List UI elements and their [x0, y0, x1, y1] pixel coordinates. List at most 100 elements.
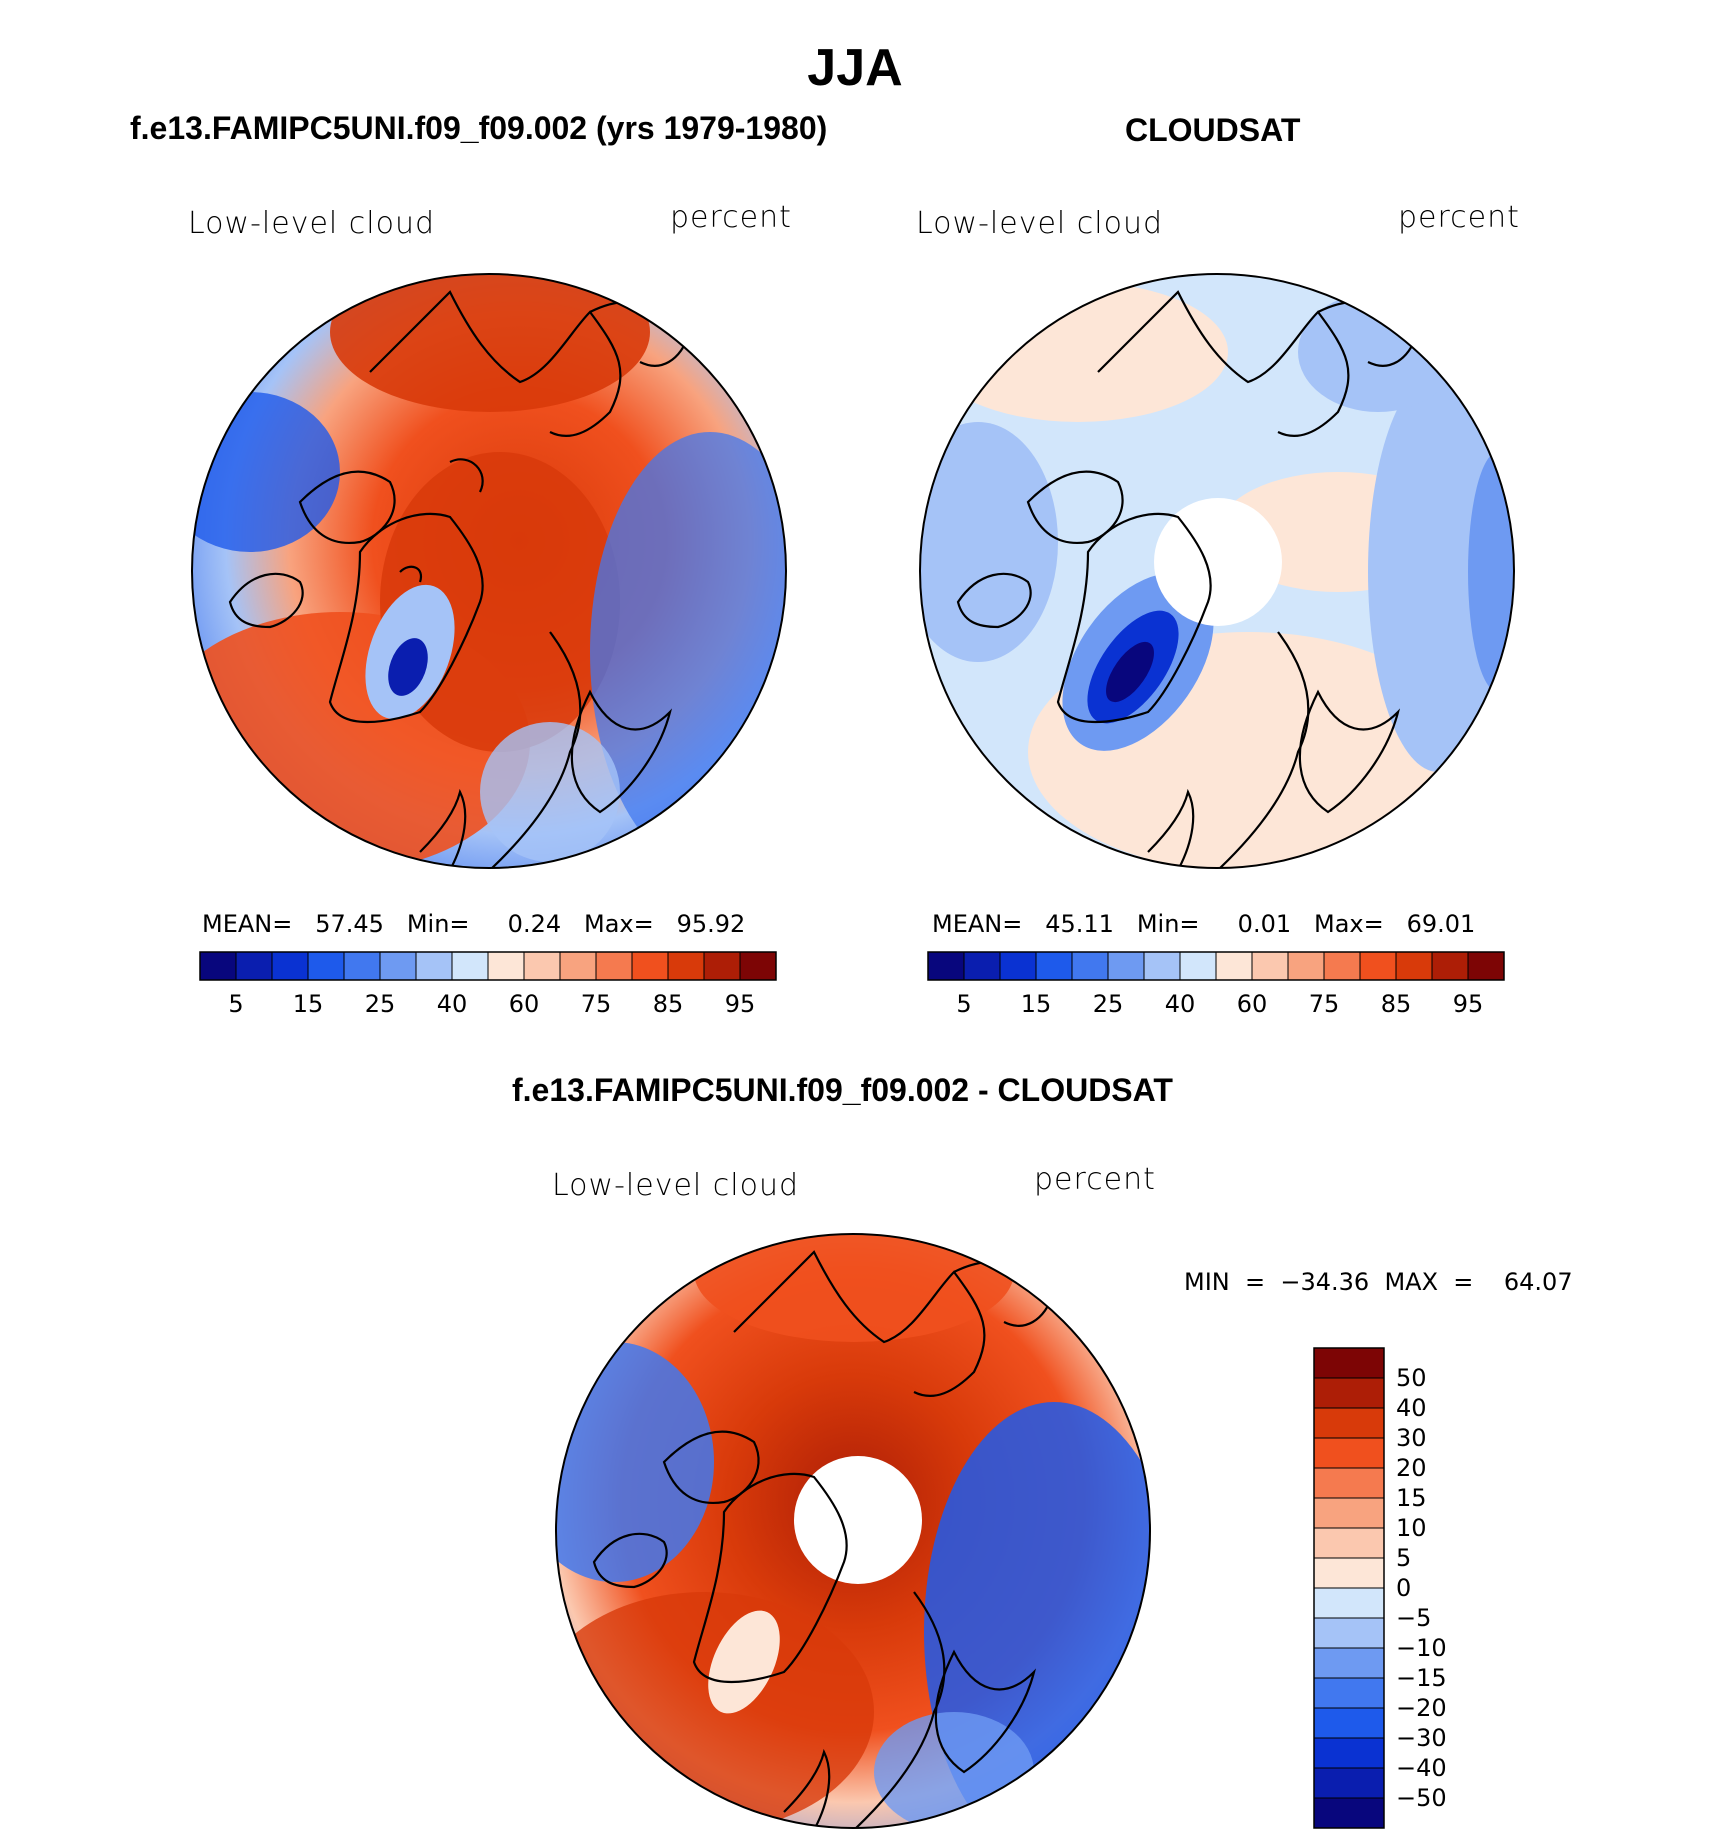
colorbar-swatch: [451, 951, 489, 981]
colorbar-swatch: [963, 951, 1001, 981]
colorbar-swatch: [1035, 951, 1073, 981]
colorbar-tick-label: 85: [1380, 990, 1412, 1018]
colorbar-swatch: [1313, 1497, 1385, 1529]
colorbar-swatch: [1313, 1527, 1385, 1559]
diff-colorbar: [1313, 1347, 1385, 1829]
colorbar-tick-label: 60: [508, 990, 540, 1018]
model-variable-label: Low-level cloud: [188, 206, 436, 241]
model-colorbar-ticks: 5 15 25 40 60 75 85 95: [200, 990, 776, 1020]
colorbar-swatch: [1071, 951, 1109, 981]
colorbar-tick-label: 50: [1396, 1364, 1427, 1392]
colorbar-swatch: [307, 951, 345, 981]
obs-polar-map: [919, 273, 1515, 869]
colorbar-tick-label: −20: [1396, 1694, 1447, 1722]
colorbar-swatch: [739, 951, 777, 981]
colorbar-tick-label: 40: [436, 990, 468, 1018]
colorbar-tick-label: −10: [1396, 1634, 1447, 1662]
colorbar-swatch: [1313, 1587, 1385, 1619]
colorbar-tick-label: 5: [956, 990, 972, 1018]
colorbar-swatch: [1143, 951, 1181, 981]
colorbar-swatch: [271, 951, 309, 981]
colorbar-tick-label: 25: [364, 990, 396, 1018]
colorbar-tick-label: 40: [1164, 990, 1196, 1018]
colorbar-swatch: [1313, 1767, 1385, 1799]
colorbar-swatch: [999, 951, 1037, 981]
colorbar-swatch: [595, 951, 633, 981]
colorbar-swatch: [415, 951, 453, 981]
colorbar-swatch: [667, 951, 705, 981]
colorbar-swatch: [1251, 951, 1289, 981]
diff-units-label: percent: [1034, 1162, 1156, 1197]
colorbar-swatch: [1431, 951, 1469, 981]
colorbar-swatch: [1215, 951, 1253, 981]
colorbar-tick-label: −50: [1396, 1784, 1447, 1812]
obs-units-label: percent: [1398, 200, 1520, 235]
colorbar-tick-label: 95: [724, 990, 756, 1018]
model-units-label: percent: [670, 200, 792, 235]
colorbar-swatch: [1107, 951, 1145, 981]
colorbar-swatch: [1313, 1347, 1385, 1379]
colorbar-tick-label: 15: [292, 990, 324, 1018]
colorbar-tick-label: 5: [228, 990, 244, 1018]
colorbar-tick-label: −5: [1396, 1604, 1432, 1632]
colorbar-swatch: [1313, 1797, 1385, 1829]
colorbar-swatch: [487, 951, 525, 981]
obs-panel-title: CLOUDSAT: [1125, 112, 1301, 148]
colorbar-tick-label: 40: [1396, 1394, 1427, 1422]
model-polar-map: [191, 273, 787, 869]
colorbar-tick-label: 95: [1452, 990, 1484, 1018]
diff-panel-title: f.e13.FAMIPC5UNI.f09_f09.002 - CLOUDSAT: [512, 1072, 1173, 1108]
colorbar-swatch: [1313, 1647, 1385, 1679]
obs-colorbar: [927, 951, 1505, 981]
colorbar-swatch: [343, 951, 381, 981]
colorbar-swatch: [1359, 951, 1397, 981]
colorbar-swatch: [559, 951, 597, 981]
figure-title: JJA: [807, 39, 903, 97]
colorbar-swatch: [1313, 1557, 1385, 1589]
colorbar-swatch: [1313, 1377, 1385, 1409]
colorbar-tick-label: −15: [1396, 1664, 1447, 1692]
model-stats: MEAN= 57.45 Min= 0.24 Max= 95.92: [202, 910, 746, 938]
colorbar-tick-label: 75: [1308, 990, 1340, 1018]
diff-stats: MIN = −34.36 MAX = 64.07: [1184, 1268, 1573, 1296]
obs-colorbar-ticks: 5 15 25 40 60 75 85 95: [928, 990, 1504, 1020]
colorbar-swatch: [1313, 1437, 1385, 1469]
colorbar-swatch: [379, 951, 417, 981]
colorbar-swatch: [235, 951, 273, 981]
colorbar-swatch: [1323, 951, 1361, 981]
colorbar-swatch: [523, 951, 561, 981]
colorbar-swatch: [1467, 951, 1505, 981]
colorbar-swatch: [1313, 1677, 1385, 1709]
colorbar-frame: [927, 951, 1505, 981]
colorbar-swatch: [1179, 951, 1217, 981]
colorbar-swatch: [199, 951, 237, 981]
colorbar-tick-label: 85: [652, 990, 684, 1018]
colorbar-frame: [199, 951, 777, 981]
colorbar-tick-label: 10: [1396, 1514, 1427, 1542]
colorbar-swatch: [1313, 1617, 1385, 1649]
colorbar-tick-label: 25: [1092, 990, 1124, 1018]
colorbar-swatch: [1287, 951, 1325, 981]
colorbar-swatch: [1313, 1707, 1385, 1739]
colorbar-tick-label: 5: [1396, 1544, 1412, 1572]
obs-variable-label: Low-level cloud: [916, 206, 1164, 241]
colorbar-tick-label: −30: [1396, 1724, 1447, 1752]
model-colorbar: [199, 951, 777, 981]
colorbar-swatch: [927, 951, 965, 981]
diff-variable-label: Low-level cloud: [552, 1168, 800, 1203]
colorbar-swatch: [1313, 1407, 1385, 1439]
colorbar-tick-label: 30: [1396, 1424, 1427, 1452]
diff-polar-map: [555, 1233, 1151, 1829]
colorbar-tick-label: 60: [1236, 990, 1268, 1018]
colorbar-swatch: [631, 951, 669, 981]
colorbar-tick-label: 15: [1020, 990, 1052, 1018]
colorbar-tick-label: 15: [1396, 1484, 1427, 1512]
colorbar-tick-label: −40: [1396, 1754, 1447, 1782]
colorbar-swatch: [1313, 1737, 1385, 1769]
obs-stats: MEAN= 45.11 Min= 0.01 Max= 69.01: [932, 910, 1476, 938]
colorbar-swatch: [703, 951, 741, 981]
colorbar-frame: [1313, 1347, 1385, 1829]
colorbar-swatch: [1313, 1467, 1385, 1499]
colorbar-tick-label: 75: [580, 990, 612, 1018]
colorbar-tick-label: 20: [1396, 1454, 1427, 1482]
